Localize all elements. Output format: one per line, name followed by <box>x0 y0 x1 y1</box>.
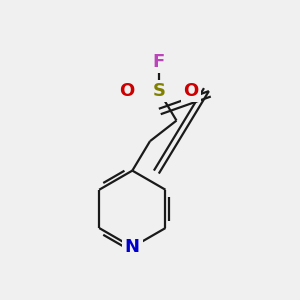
Text: O: O <box>184 82 199 100</box>
Text: N: N <box>125 238 140 256</box>
Text: O: O <box>119 82 134 100</box>
Text: S: S <box>152 82 165 100</box>
Text: F: F <box>153 53 165 71</box>
